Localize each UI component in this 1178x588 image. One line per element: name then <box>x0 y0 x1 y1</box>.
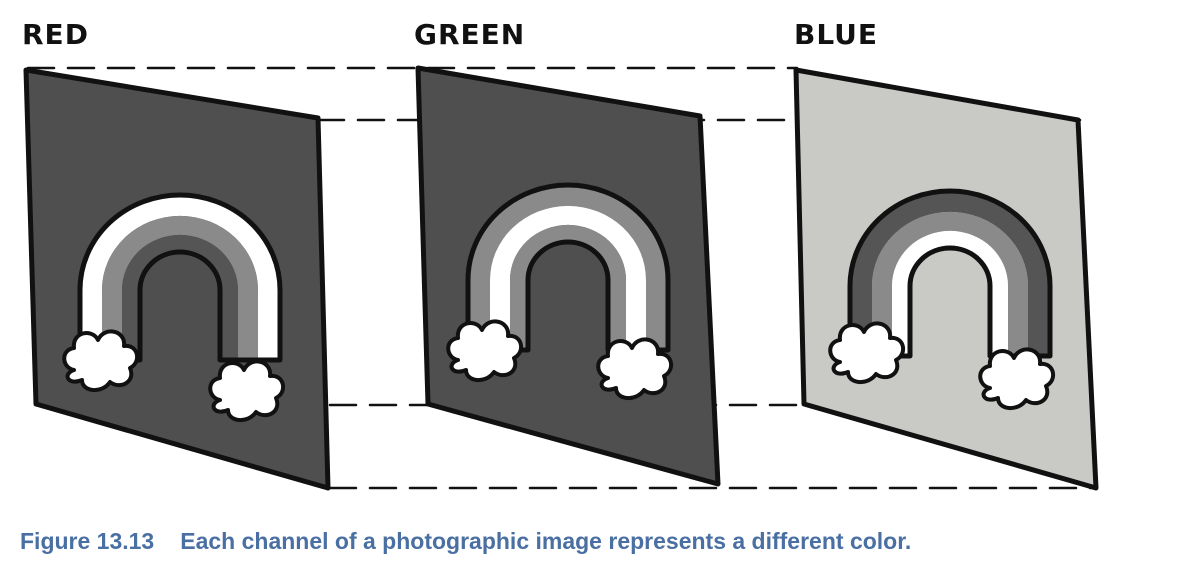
rainbow-blue <box>828 188 1056 410</box>
cloud-left <box>828 321 906 384</box>
rainbow-band-inner <box>510 224 626 350</box>
panel-red: RED <box>22 18 331 491</box>
channel-diagram: RED GREEN <box>22 18 1099 491</box>
figure-number: Figure 13.13 <box>20 528 155 554</box>
panel-red-title: RED <box>22 18 89 51</box>
figure-caption: Figure 13.13 Each channel of a photograph… <box>20 528 911 555</box>
panel-red-surface <box>23 67 331 491</box>
panel-green: GREEN <box>414 18 721 487</box>
caption-text: Each channel of a photographic image rep… <box>180 528 912 554</box>
cloud-right <box>596 337 674 400</box>
cloud-right <box>208 359 286 422</box>
rainbow-outline <box>847 188 1053 359</box>
rainbow-outline <box>465 182 671 353</box>
rainbow-red <box>62 192 286 422</box>
panel-blue: BLUE <box>793 18 1099 491</box>
panel-blue-title: BLUE <box>794 18 878 51</box>
rainbow-green <box>446 182 674 400</box>
cloud-right <box>978 347 1056 410</box>
cloud-left <box>62 329 140 392</box>
rainbow-outline <box>77 192 283 363</box>
panel-green-surface <box>415 65 721 487</box>
cloud-left <box>446 319 524 382</box>
panel-green-title: GREEN <box>414 18 525 51</box>
